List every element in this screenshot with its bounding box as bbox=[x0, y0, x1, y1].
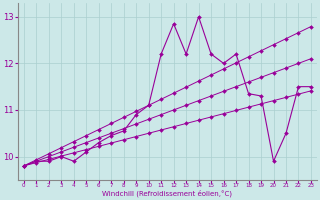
X-axis label: Windchill (Refroidissement éolien,°C): Windchill (Refroidissement éolien,°C) bbox=[102, 190, 232, 197]
